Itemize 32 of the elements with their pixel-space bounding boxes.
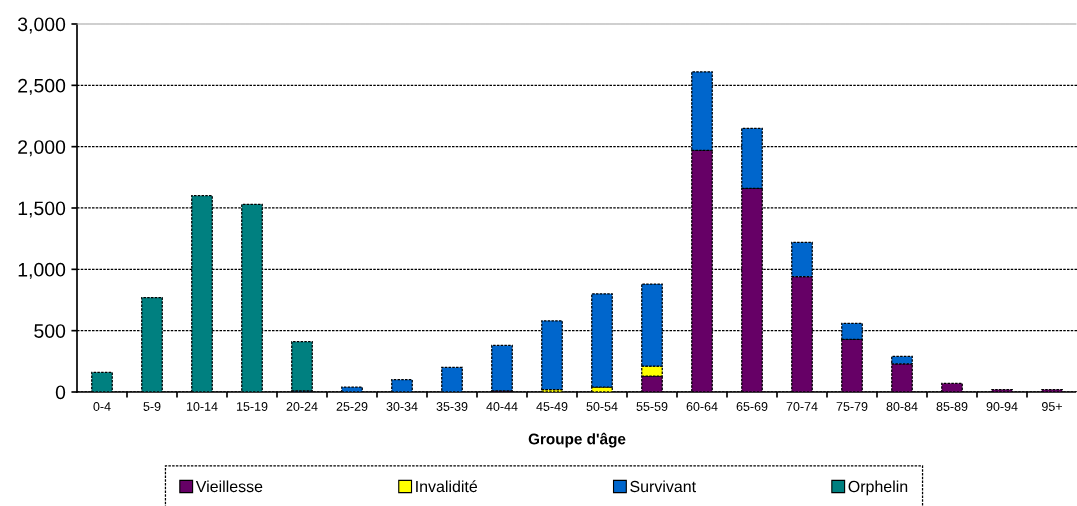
x-tick-label: 60-64 [686,402,718,411]
legend-label: Invalidité [416,480,478,493]
legend-label: Survivant [630,480,696,493]
x-tick-label: 30-34 [386,402,418,411]
x-tick-label: 10-14 [186,402,218,411]
x-tick-label: 90-94 [986,402,1018,411]
x-tick-label: 45-49 [536,402,568,411]
y-tick-label: 2,000 [18,140,66,157]
x-tick-label: 20-24 [286,402,318,411]
x-tick-label: 85-89 [936,402,968,411]
y-tick-label: 3,000 [17,17,66,34]
x-tick-label: 50-54 [586,402,618,411]
x-tick-label: 55-59 [636,402,668,411]
x-tick-label: 95+ [1041,402,1062,411]
x-tick-label: 80-84 [886,402,918,411]
legend-label: Vieillesse [195,480,263,493]
x-axis-title: Groupe d'âge [528,432,626,448]
x-tick-label: 65-69 [736,402,768,411]
x-tick-label: 25-29 [336,402,368,411]
y-tick-label: 0 [55,385,66,400]
legend-label: Orphelin [848,480,908,496]
y-tick-label: 1,500 [18,201,66,218]
y-tick-label: 2,500 [18,78,66,95]
x-tick-label: 35-39 [436,402,468,411]
y-tick-label: 1,000 [18,262,66,279]
x-tick-label: 40-44 [486,402,518,411]
x-tick-label: 0-4 [93,402,111,411]
x-tick-label: 70-74 [786,402,818,411]
y-tick-label: 500 [34,324,66,338]
x-tick-label: 75-79 [836,402,868,411]
x-tick-label: 15-19 [236,402,268,411]
x-tick-label: 5-9 [143,402,161,411]
